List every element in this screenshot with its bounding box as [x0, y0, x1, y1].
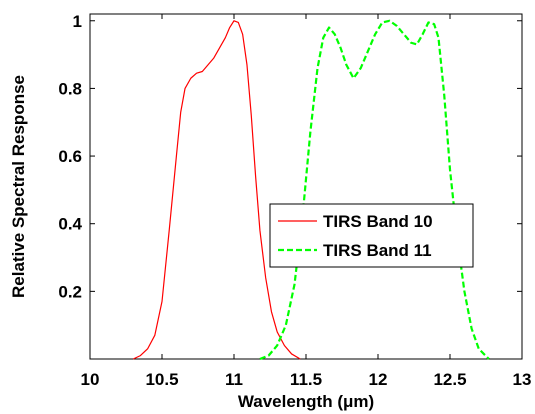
x-tick-label: 10.5 — [145, 370, 178, 389]
ticks-layer — [89, 14, 523, 359]
y-tick-label: 1 — [73, 12, 82, 31]
x-tick-label: 11.5 — [290, 370, 322, 389]
x-tick-label: 12 — [369, 370, 388, 389]
legend-label-band-11: TIRS Band 11 — [323, 241, 432, 260]
y-tick-label: 0.2 — [58, 282, 82, 301]
y-tick-label: 0.4 — [58, 215, 82, 234]
y-axis-label: Relative Spectral Response — [9, 75, 28, 298]
tick-labels-layer: 10 10.5 11 11.5 12 12.5 13 0.2 0.4 0.6 0.8 1 — [58, 12, 531, 389]
x-tick-label: 12.5 — [433, 370, 466, 389]
y-tick-label: 0.8 — [58, 79, 82, 98]
legend-box — [269, 203, 474, 268]
series-layer — [132, 19, 490, 361]
series-line-band-11 — [259, 19, 490, 361]
x-tick-label: 10 — [81, 370, 100, 389]
x-tick-label: 13 — [513, 370, 532, 389]
x-tick-label: 11 — [225, 370, 243, 389]
x-axis-label: Wavelength (μm) — [238, 392, 374, 411]
legend-label-band-10: TIRS Band 10 — [323, 212, 433, 231]
y-tick-label: 0.6 — [58, 147, 82, 166]
legend: TIRS Band 10 TIRS Band 11 — [269, 203, 474, 268]
series-line-band-10 — [132, 20, 301, 360]
